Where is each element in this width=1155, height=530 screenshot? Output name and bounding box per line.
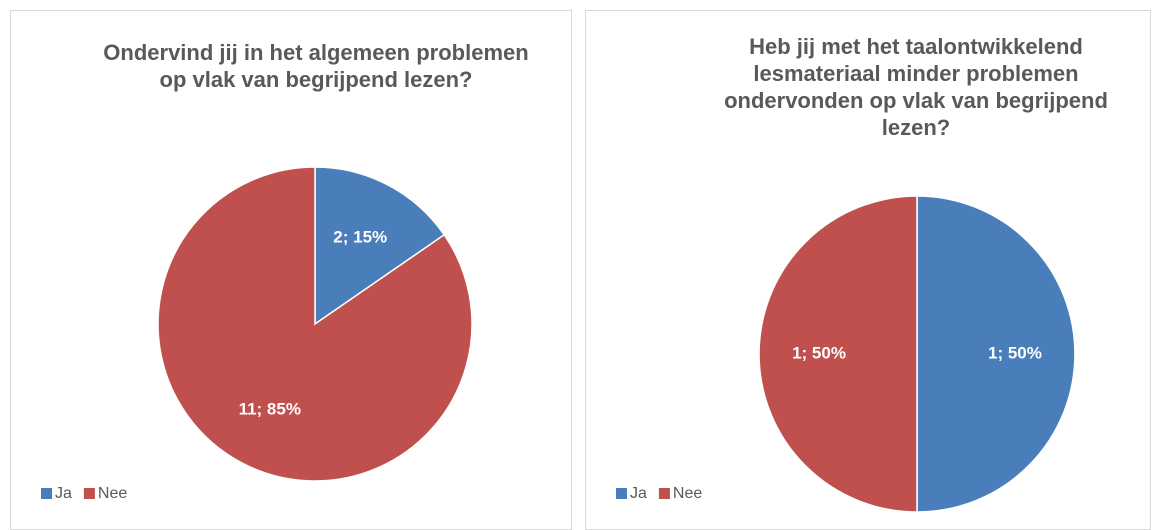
chart-title: Ondervind jij in het algemeen problemen … <box>103 40 529 92</box>
chart-panel: Heb jij met het taalontwikkelend lesmate… <box>585 10 1151 530</box>
pie-slice <box>314 166 446 326</box>
chart-panel: Ondervind jij in het algemeen problemen … <box>10 10 572 530</box>
pie-slice <box>157 166 473 482</box>
legend-label: Ja <box>55 485 72 502</box>
legend-swatch <box>83 488 95 499</box>
legend-label: Ja <box>630 485 647 502</box>
chart-title: Heb jij met het taalontwikkelend lesmate… <box>724 34 1108 140</box>
chart: 2; 15% 11; 85% Ja Nee <box>41 166 473 502</box>
pie-slice <box>916 195 1076 513</box>
chart: 1; 50% 1; 50% Ja Nee <box>616 195 1076 513</box>
data-label: 1; 50% <box>792 343 846 362</box>
data-label: 1; 50% <box>988 343 1042 362</box>
legend-swatch <box>41 488 52 499</box>
legend-swatch <box>616 488 627 499</box>
page: {"chart_data": [ {"type": "pie", "title"… <box>10 10 1151 530</box>
pie-slice <box>758 195 918 513</box>
data-label: 11; 85% <box>239 400 301 419</box>
legend-swatch <box>658 488 670 499</box>
data-label: 2; 15% <box>333 227 387 246</box>
legend-label: Nee <box>98 485 127 502</box>
legend-label: Nee <box>673 485 702 502</box>
